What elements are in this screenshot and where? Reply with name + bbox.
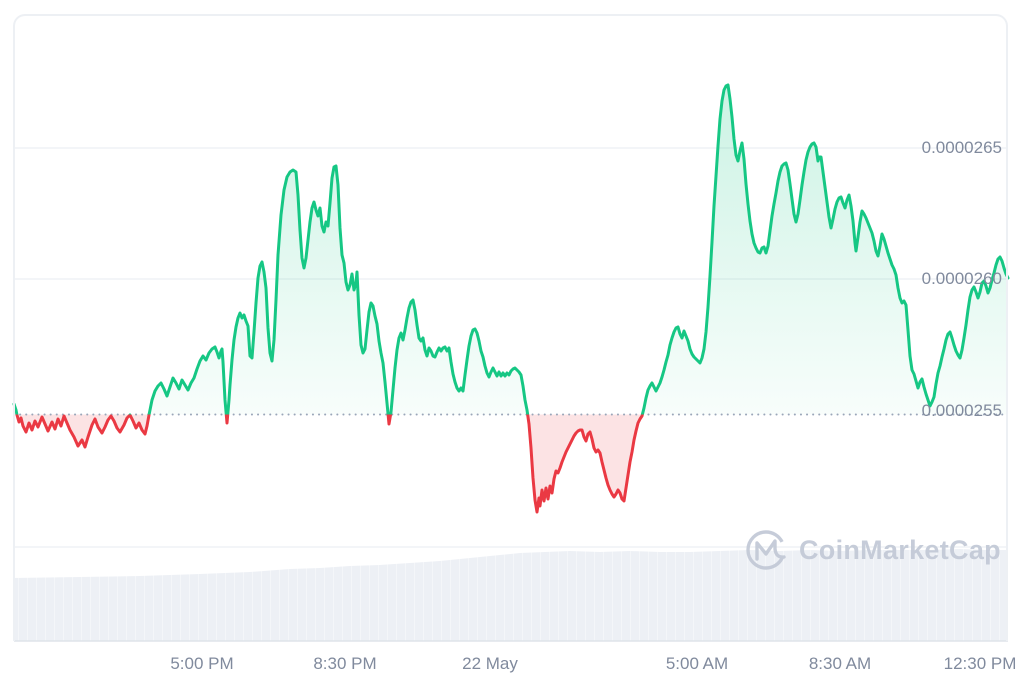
coinmarketcap-logo-icon <box>746 530 786 570</box>
x-axis-label: 12:30 PM <box>943 654 1017 673</box>
coinmarketcap-wordmark: CoinMarketCap <box>799 535 1001 565</box>
x-axis-label: 5:00 AM <box>665 654 729 673</box>
x-axis-label: 5:00 PM <box>170 654 234 673</box>
x-axis-band: 5:00 PM 8:30 PM 22 May 5:00 AM 8:30 AM 12:30 … <box>0 642 1024 683</box>
y-axis-label: 0.0000260 <box>921 269 1002 288</box>
y-axis-label: 0.0000265 <box>921 138 1002 157</box>
x-axis-label: 22 May <box>462 654 518 673</box>
y-axis-label: 0.0000255 <box>921 401 1002 420</box>
x-axis-label: 8:30 PM <box>313 654 377 673</box>
coinmarketcap-watermark: CoinMarketCap <box>744 528 1001 572</box>
x-axis-label: 8:30 AM <box>808 654 872 673</box>
